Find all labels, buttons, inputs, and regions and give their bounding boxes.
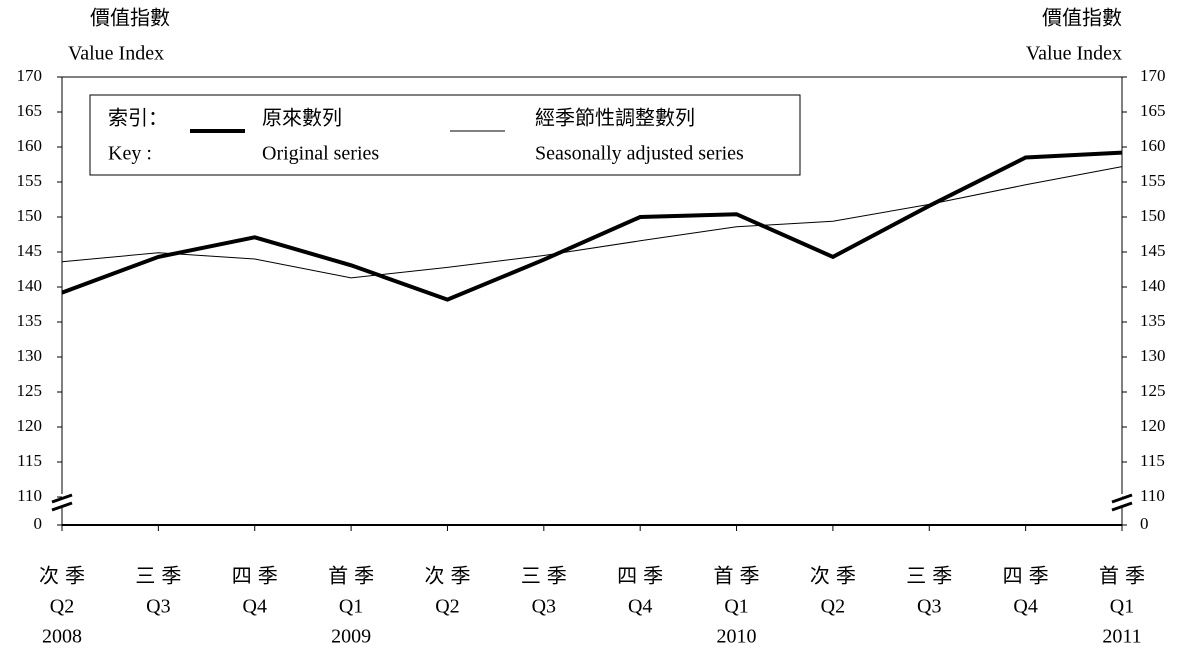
y-tick-label: 130 bbox=[17, 346, 43, 365]
legend: 索引： Key : 原來數列 Original series 經季節性調整數列 … bbox=[89, 94, 801, 176]
y2-tick-label: 165 bbox=[1140, 101, 1166, 120]
y2-axis-label: Value Index bbox=[1026, 43, 1122, 65]
legend-label: Seasonally adjusted series bbox=[535, 143, 744, 165]
y-tick-label: 170 bbox=[17, 66, 43, 85]
x-tick-label-zh: 三季 bbox=[135, 565, 187, 588]
y2-tick-label: 125 bbox=[1140, 381, 1166, 400]
y2-tick-label: 120 bbox=[1140, 416, 1166, 435]
y2-tick-label: 140 bbox=[1140, 276, 1166, 295]
y-axis-label-zh: 價值指數 bbox=[90, 7, 170, 30]
x-year-label: 2008 bbox=[42, 626, 82, 648]
x-tick-label-zh: 三季 bbox=[906, 565, 958, 588]
x-tick-label: Q3 bbox=[146, 596, 170, 618]
y2-tick-label: 170 bbox=[1140, 66, 1166, 85]
y2-tick-label: 155 bbox=[1140, 171, 1166, 190]
y-tick-label: 145 bbox=[17, 241, 43, 260]
x-tick-label: Q3 bbox=[532, 596, 556, 618]
x-tick-label-zh: 四季 bbox=[1003, 565, 1055, 588]
x-tick-label: Q4 bbox=[243, 596, 267, 618]
x-tick-label: Q2 bbox=[50, 596, 74, 618]
x-year-label: 2011 bbox=[1102, 626, 1141, 648]
x-tick-label-zh: 四季 bbox=[617, 565, 669, 588]
y-tick-label: 120 bbox=[17, 416, 43, 435]
y-tick-label: 110 bbox=[17, 486, 42, 505]
y2-tick-label: 110 bbox=[1140, 486, 1165, 505]
legend-label-zh: 經季節性調整數列 bbox=[535, 107, 695, 130]
y2-tick-label: 0 bbox=[1140, 514, 1149, 533]
legend-box bbox=[89, 94, 801, 176]
series-line bbox=[61, 166, 1123, 279]
y-tick-label: 160 bbox=[17, 136, 43, 155]
legend-label-zh: 原來數列 bbox=[262, 107, 342, 130]
x-tick-label-zh: 次季 bbox=[39, 565, 91, 588]
axis-break bbox=[51, 493, 73, 512]
y2-tick-label: 150 bbox=[1140, 206, 1166, 225]
x-tick-label-zh: 次季 bbox=[424, 565, 476, 588]
x-tick-label: Q4 bbox=[628, 596, 652, 618]
x-tick-label: Q2 bbox=[821, 596, 845, 618]
y-tick-label: 135 bbox=[17, 311, 43, 330]
y2-axis-label-zh: 價值指數 bbox=[1042, 7, 1122, 30]
y-tick-label: 0 bbox=[34, 514, 43, 533]
y-tick-label: 115 bbox=[17, 451, 42, 470]
x-tick-label: Q4 bbox=[1013, 596, 1037, 618]
x-tick-label: Q1 bbox=[724, 596, 748, 618]
y-tick-label: 125 bbox=[17, 381, 43, 400]
y2-tick-label: 160 bbox=[1140, 136, 1166, 155]
y-tick-label: 165 bbox=[17, 101, 43, 120]
x-tick-label: Q1 bbox=[339, 596, 363, 618]
x-tick-label-zh: 四季 bbox=[232, 565, 284, 588]
series-line bbox=[61, 150, 1123, 302]
y2-tick-label: 115 bbox=[1140, 451, 1165, 470]
x-tick-label-zh: 三季 bbox=[521, 565, 573, 588]
y2-tick-label: 135 bbox=[1140, 311, 1166, 330]
axis-break bbox=[1111, 493, 1133, 512]
legend-title: Key : bbox=[108, 143, 152, 165]
x-tick-label-zh: 首季 bbox=[714, 565, 766, 588]
x-tick-label: Q3 bbox=[917, 596, 941, 618]
y-tick-label: 155 bbox=[17, 171, 43, 190]
x-tick-label: Q2 bbox=[435, 596, 459, 618]
x-tick-label: Q1 bbox=[1110, 596, 1134, 618]
y-tick-label: 140 bbox=[17, 276, 43, 295]
x-year-label: 2009 bbox=[331, 626, 371, 648]
legend-title-zh: 索引： bbox=[108, 107, 168, 130]
x-year-label: 2010 bbox=[717, 626, 757, 648]
y-axis-label: Value Index bbox=[68, 43, 164, 65]
y2-tick-label: 130 bbox=[1140, 346, 1166, 365]
y-tick-label: 150 bbox=[17, 206, 43, 225]
x-tick-label-zh: 次季 bbox=[810, 565, 862, 588]
x-tick-label-zh: 首季 bbox=[328, 565, 380, 588]
y2-tick-label: 145 bbox=[1140, 241, 1166, 260]
x-tick-label-zh: 首季 bbox=[1099, 565, 1151, 588]
legend-label: Original series bbox=[262, 143, 379, 165]
